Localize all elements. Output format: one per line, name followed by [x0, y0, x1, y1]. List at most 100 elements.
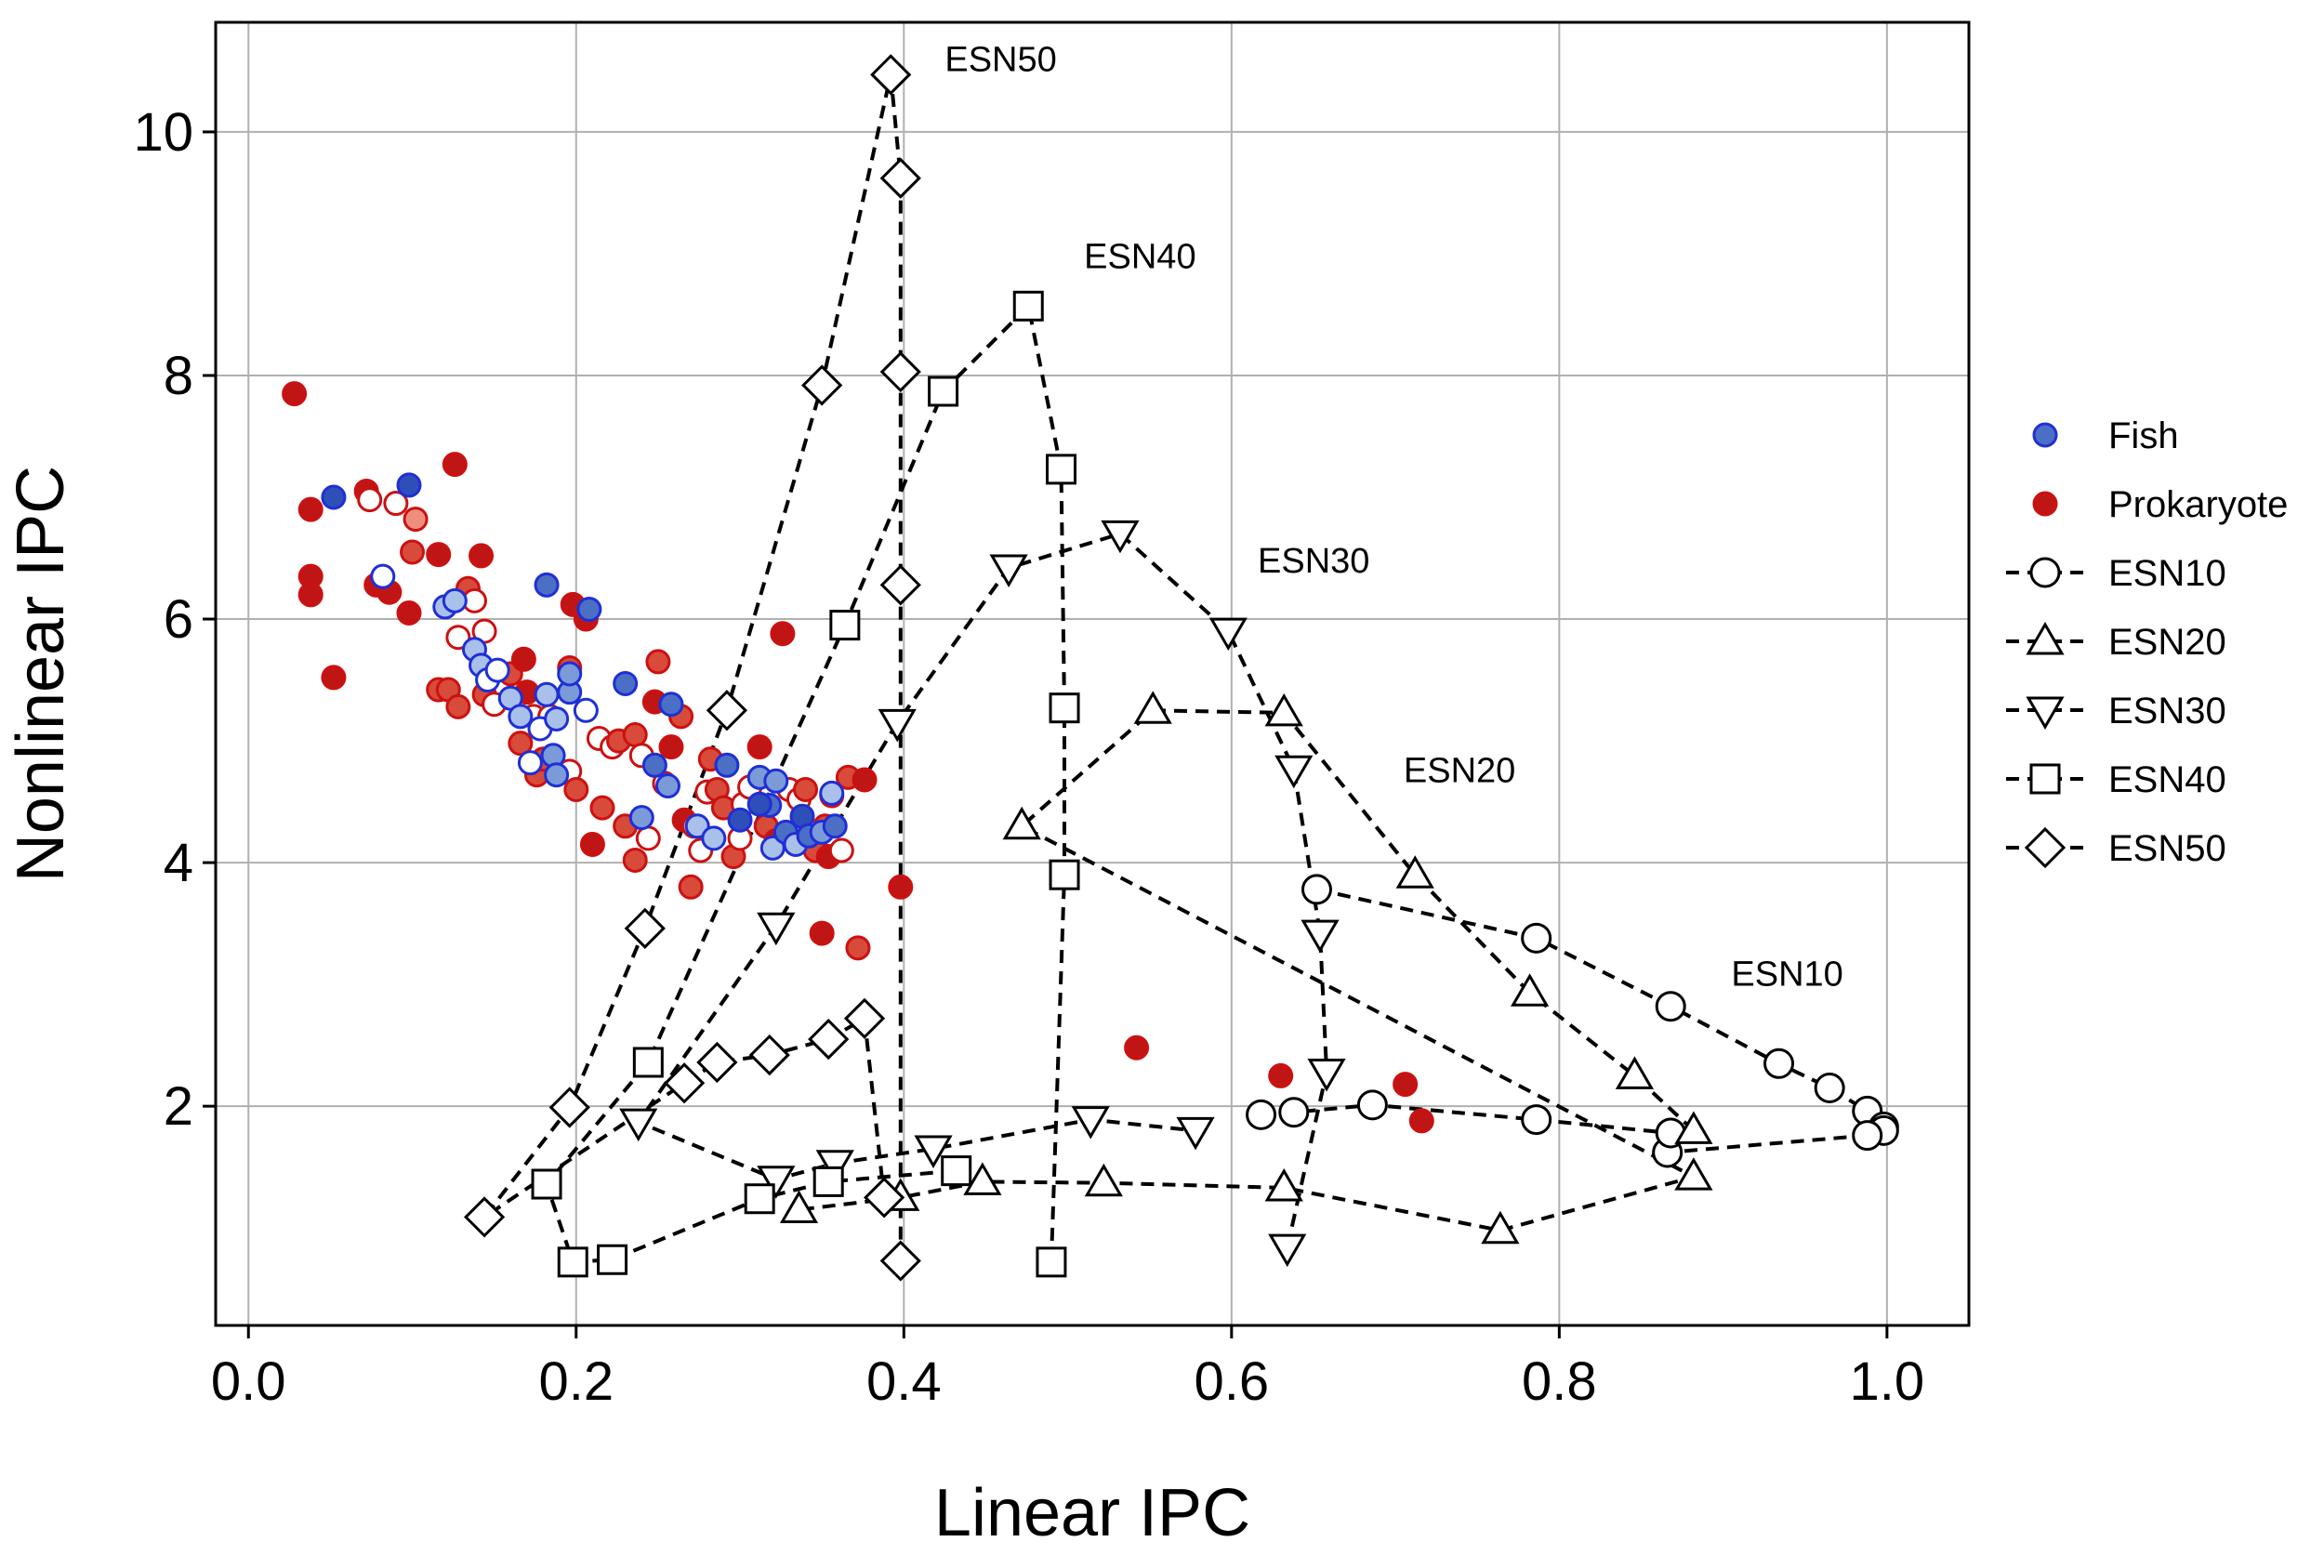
legend-item: Prokaryote	[2032, 484, 2288, 525]
esn10-point	[1278, 1097, 1310, 1128]
fish-point	[714, 752, 740, 778]
esn50-point	[663, 1062, 706, 1104]
esn50-point	[879, 1240, 921, 1282]
esn20-point	[779, 1190, 819, 1224]
esn40-point	[744, 1183, 775, 1215]
prokaryote-point	[1408, 1108, 1434, 1134]
legend-fish-marker	[2032, 422, 2058, 448]
x-tick-label: 0.0	[211, 1351, 286, 1412]
esn40-point	[829, 610, 861, 641]
fish-point	[701, 825, 727, 851]
x-tick-label: 0.2	[538, 1351, 614, 1412]
esn20-point	[1481, 1210, 1520, 1245]
fish-point	[370, 563, 396, 589]
esn20-point	[1511, 973, 1550, 1007]
esn50-line	[482, 73, 903, 1261]
esn10-point	[1852, 1120, 1883, 1152]
fish-point	[628, 805, 654, 831]
esn10-point	[1763, 1048, 1795, 1079]
legend-label: ESN10	[2108, 553, 2226, 594]
esn40-point	[531, 1168, 562, 1200]
prokaryote-point	[563, 776, 589, 802]
prokaryote-point	[793, 776, 819, 802]
fish-point	[321, 484, 347, 510]
legend-label: Prokaryote	[2108, 484, 2288, 525]
esn20-point	[1084, 1163, 1123, 1197]
prokaryote-point	[1124, 1034, 1150, 1061]
annotation-esn20: ESN20	[1404, 752, 1515, 791]
esn20-point	[1264, 692, 1303, 727]
esn10-point	[1246, 1099, 1277, 1130]
legend-item: Fish	[2032, 415, 2179, 456]
series-annotations: ESN50 ESN40 ESN30 ESN20 ESN10	[944, 40, 1842, 994]
esn30-point	[914, 1135, 953, 1168]
esn-series-markers	[463, 54, 1899, 1282]
fish-point	[534, 572, 560, 598]
esn40-point	[1012, 290, 1044, 322]
esn20-point	[1264, 1167, 1303, 1202]
prokaryote-point	[589, 795, 615, 821]
fish-point	[576, 597, 602, 623]
prokaryote-point	[852, 767, 878, 793]
esn20-point	[1674, 1157, 1713, 1191]
prokaryote-point	[510, 646, 536, 672]
fish-point	[727, 807, 753, 833]
esn30-point	[815, 1150, 854, 1183]
esn10-point	[1356, 1089, 1388, 1121]
annotation-esn50: ESN50	[944, 40, 1056, 79]
esn20-point	[1133, 691, 1172, 724]
esn10-point	[1521, 922, 1552, 954]
prokaryote-point	[678, 874, 704, 900]
fish-point	[557, 661, 583, 687]
esn40-point	[941, 1155, 972, 1187]
grid	[216, 22, 1969, 1325]
esn50-point	[748, 1034, 790, 1076]
legend: Fish Prokaryote ESN10 ESN20 ESN30 ESN40 ESN50	[2006, 415, 2288, 869]
fish-point	[684, 813, 710, 839]
prokaryote-point	[888, 874, 914, 900]
esn50-point	[879, 157, 921, 199]
esn40-point	[1036, 1246, 1067, 1278]
esn40-point	[597, 1244, 628, 1275]
fish-point	[819, 780, 845, 806]
esn30-point	[1268, 1233, 1307, 1268]
esn40-point	[632, 1047, 664, 1078]
prokaryote-point	[383, 491, 409, 517]
esn20-line	[799, 708, 1699, 1232]
esn30-point	[878, 708, 917, 743]
esn50-point	[706, 690, 748, 731]
fish-point	[544, 705, 570, 731]
prokaryote-point	[845, 935, 871, 961]
axis-ticks: 0.0 0.2 0.4 0.6 0.8 1.0 2 4 6 8 10	[133, 102, 1924, 1412]
fish-point	[822, 813, 848, 839]
prokaryote-point	[396, 600, 422, 626]
fish-point	[613, 670, 639, 696]
esn20-point	[1674, 1111, 1713, 1144]
prokaryote-point	[746, 734, 772, 760]
prokaryote-point	[321, 665, 347, 691]
scatter-points	[282, 381, 1434, 1134]
prokaryote-point	[426, 542, 452, 568]
prokaryote-point	[297, 582, 324, 608]
fish-point	[396, 472, 422, 498]
prokaryote-point	[622, 722, 648, 748]
prokaryote-point	[622, 847, 648, 873]
esn40-point	[557, 1246, 588, 1278]
fish-point	[746, 791, 772, 817]
legend-esn50-marker	[2024, 826, 2067, 869]
esn10-point	[1301, 874, 1332, 905]
fish-point	[544, 762, 570, 788]
legend-label: ESN30	[2108, 691, 2226, 731]
prokaryote-point	[403, 507, 429, 533]
prokaryote-point	[645, 649, 671, 675]
x-tick-label: 1.0	[1850, 1351, 1925, 1412]
fish-point	[508, 704, 534, 730]
esn10-point	[1655, 991, 1686, 1022]
x-tick-label: 0.6	[1195, 1351, 1270, 1412]
y-axis-title: Nonlinear IPC	[4, 466, 78, 882]
esn30-point	[1301, 919, 1340, 954]
prokaryote-point	[770, 621, 796, 647]
fish-point	[641, 752, 667, 778]
prokaryote-point	[282, 381, 308, 407]
